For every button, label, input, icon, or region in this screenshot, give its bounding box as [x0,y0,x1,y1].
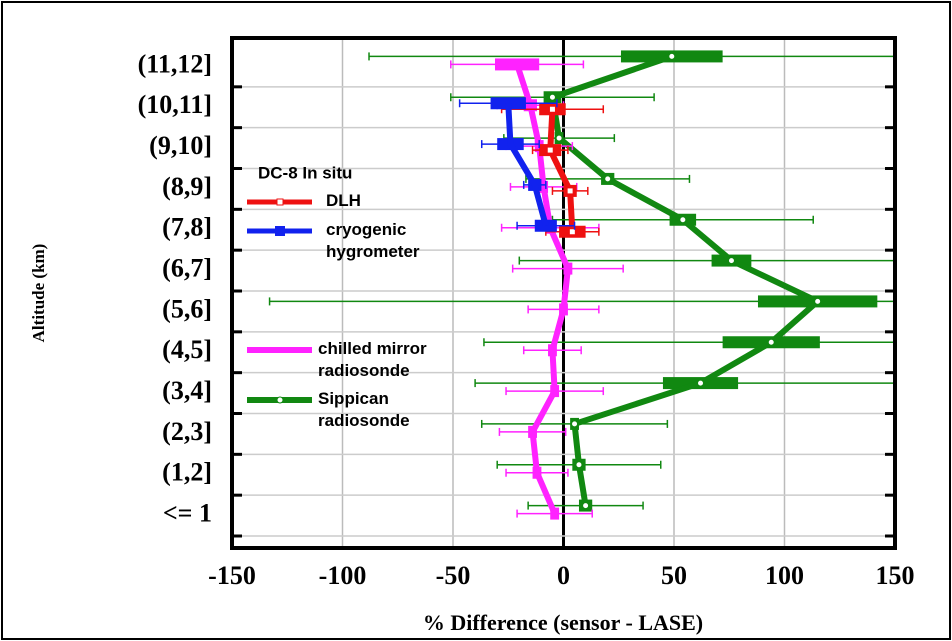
legend-label: DLH [326,191,361,210]
marker [604,175,612,183]
x-tick-label: 0 [557,561,570,590]
legend-marker [276,396,284,404]
legend-label: cryogenic hygrometer [326,220,420,261]
y-tick-label: (8,9] [162,172,212,201]
legend-label: Sippican radiosonde [318,389,410,430]
marker [566,187,574,195]
line [514,63,571,515]
marker [548,93,556,101]
legend-label: chilled mirror radiosonde [318,339,427,380]
marker [697,379,705,387]
marker [571,420,579,428]
x-tick-label: 100 [765,561,804,590]
line [505,103,549,227]
marker [679,216,687,224]
marker [575,461,583,469]
marker [668,52,676,60]
x-tick-label: -150 [208,561,256,590]
y-tick-label: (3,4] [162,376,212,405]
plot-border [230,36,897,550]
x-axis-label: % Difference (sensor - LASE) [423,610,703,635]
x-tick-label: 50 [661,561,687,590]
y-tick-label: (10,11] [138,90,212,119]
legend-marker [276,198,284,206]
y-tick-label: (9,10] [149,131,212,160]
marker [555,134,563,142]
marker [814,297,822,305]
y-tick-label: (7,8] [162,213,212,242]
legend-marker [275,226,285,236]
y-tick-label: (6,7] [162,254,212,283]
x-tick-label: 150 [876,561,915,590]
marker [546,146,554,154]
y-tick-label: <= 1 [163,499,212,528]
y-tick-label: (11,12] [138,49,212,78]
marker [727,257,735,265]
x-tick-label: -50 [436,561,471,590]
y-axis-label: Altitude (km) [29,244,48,343]
y-tick-label: (5,6] [162,294,212,323]
y-tick-label: (1,2] [162,458,212,487]
error-box [550,507,560,520]
line [549,53,821,507]
marker [548,105,556,113]
marker [568,228,576,236]
legend-title: DC-8 In situ [258,163,352,182]
x-tick-label: -100 [319,561,367,590]
y-tick-label: (2,3] [162,417,212,446]
y-tick-label: (4,5] [162,335,212,364]
error-box [494,58,540,71]
marker [582,502,590,510]
line [547,109,576,232]
marker [767,338,775,346]
